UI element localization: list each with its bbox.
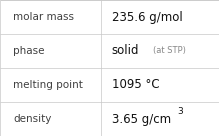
- Text: density: density: [13, 114, 51, 124]
- Text: 3: 3: [177, 107, 183, 116]
- Text: 3.65 g/cm: 3.65 g/cm: [112, 112, 171, 126]
- Text: phase: phase: [13, 46, 45, 56]
- Text: solid: solid: [112, 44, 139, 58]
- Text: 235.6 g/mol: 235.6 g/mol: [112, 10, 182, 24]
- Text: (at STP): (at STP): [153, 47, 186, 55]
- Text: melting point: melting point: [13, 80, 83, 90]
- Text: molar mass: molar mass: [13, 12, 74, 22]
- Text: 1095 °C: 1095 °C: [112, 78, 159, 92]
